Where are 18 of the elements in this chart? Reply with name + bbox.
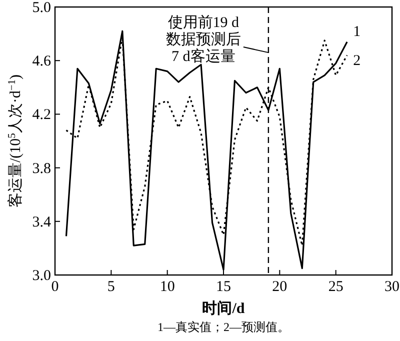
x-axis-title: 时间/d bbox=[202, 300, 246, 317]
series-label: 1 bbox=[353, 24, 361, 40]
y-tick-label: 5.0 bbox=[32, 0, 51, 16]
y-tick-label: 3.8 bbox=[32, 160, 51, 177]
x-tick-label: 15 bbox=[216, 279, 231, 295]
y-tick-label: 4.2 bbox=[32, 107, 51, 124]
y-tick-label: 4.6 bbox=[32, 54, 52, 70]
annotation: 使用前19 d 数据预测后 7 d客运量 bbox=[166, 14, 241, 65]
y-tick-label: 3.4 bbox=[32, 214, 52, 230]
text: 1—真实值；2—预测值。 bbox=[158, 320, 290, 334]
x-tick-label: 5 bbox=[107, 279, 115, 295]
y-tick-label: 3.0 bbox=[32, 268, 51, 284]
x-tick-label: 30 bbox=[384, 279, 400, 295]
x-tick-label: 0 bbox=[51, 279, 59, 295]
x-tick-label: 10 bbox=[160, 279, 175, 295]
series-label: 2 bbox=[353, 53, 361, 70]
x-tick-label: 25 bbox=[328, 279, 344, 295]
x-tick-label: 20 bbox=[272, 279, 288, 295]
